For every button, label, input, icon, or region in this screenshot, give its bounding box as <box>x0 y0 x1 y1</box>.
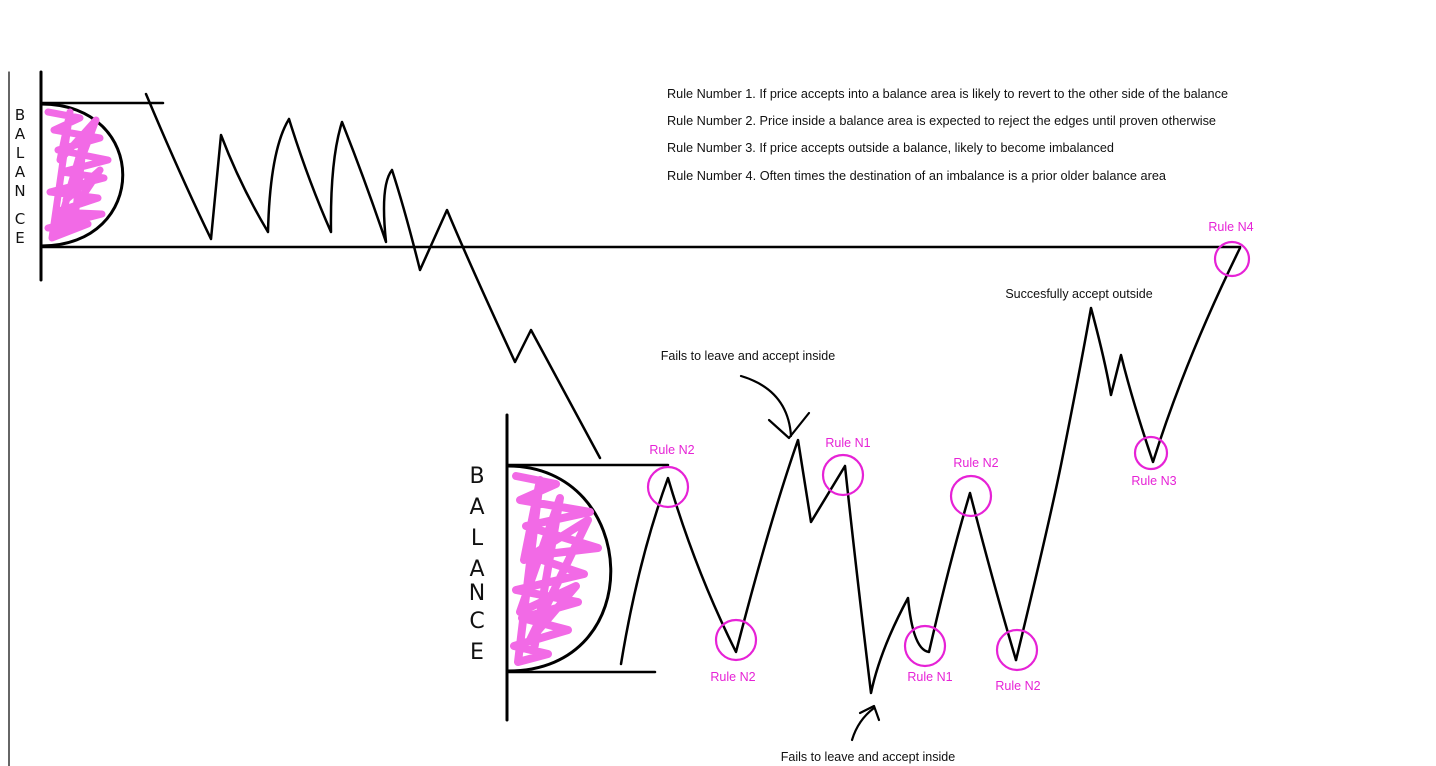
rule-n1-circle <box>903 624 947 668</box>
rule-n2-circle <box>714 618 758 662</box>
rule-line: Rule Number 2. Price inside a balance ar… <box>667 113 1216 128</box>
bottom-balance-letter: E <box>470 640 484 665</box>
fails-bottom-arrow-curve <box>850 706 876 742</box>
rule-line: Rule Number 3. If price accepts outside … <box>667 140 1114 155</box>
top-balance-letter: C <box>15 210 25 228</box>
bottom-balance-letter: B <box>469 464 484 489</box>
rule-n2-circle <box>949 474 993 518</box>
top-volume-scribble <box>44 108 112 242</box>
top-balance-letter: B <box>15 106 25 124</box>
top-balance-label: B A L A N C E <box>14 106 25 247</box>
top-balance-area: B A L A N C E <box>14 70 1242 282</box>
price-path-bottom-right <box>1014 246 1242 662</box>
bottom-balance-letter: A <box>469 557 484 582</box>
rules-list: Rule Number 1. If price accepts into a b… <box>667 86 1228 183</box>
top-volume-profile <box>39 102 125 248</box>
bottom-balance-letter: C <box>469 609 484 634</box>
rule-tag: Rule N4 <box>1208 220 1253 234</box>
price-path-top <box>144 92 602 460</box>
rule-tag: Rule N3 <box>1131 474 1176 488</box>
rule-tag: Rule N2 <box>649 443 694 457</box>
top-balance-letter: A <box>15 163 26 181</box>
price-path-bottom-left <box>619 438 1018 695</box>
success-annotation: Succesfully accept outside <box>1005 287 1152 301</box>
rule-n2-circle <box>646 465 690 509</box>
bottom-balance-letter: L <box>471 526 484 551</box>
fails-top-arrow-curve <box>739 374 793 438</box>
top-balance-letter: L <box>16 144 25 162</box>
rule-n3-circle <box>1133 435 1169 471</box>
top-balance-letter: N <box>14 182 25 200</box>
rule-tag: Rule N1 <box>825 436 870 450</box>
bottom-volume-profile <box>506 464 613 673</box>
rule-n4-circle <box>1213 240 1251 278</box>
fails-top-annotation: Fails to leave and accept inside <box>661 349 835 363</box>
top-balance-letter: A <box>15 125 26 143</box>
bottom-balance-letter: A <box>469 495 484 520</box>
rule-tag: Rule N2 <box>953 456 998 470</box>
bottom-balance-area: B A L A N C E <box>469 413 670 722</box>
rule-tag: Rule N1 <box>907 670 952 684</box>
fails-top-arrowhead <box>767 411 811 440</box>
rule-line: Rule Number 4. Often times the destinati… <box>667 168 1167 183</box>
bottom-balance-label: B A L A N C E <box>469 464 485 665</box>
fails-bottom-annotation: Fails to leave and accept inside <box>781 750 955 764</box>
top-balance-letter: E <box>15 229 24 247</box>
bottom-volume-scribble <box>510 472 602 666</box>
rule-line: Rule Number 1. If price accepts into a b… <box>667 86 1228 101</box>
rule-tag: Rule N2 <box>995 679 1040 693</box>
rule-n1-circle <box>821 453 865 497</box>
rule-n2-circle <box>995 628 1039 672</box>
fails-bottom-arrowhead <box>858 704 881 722</box>
bottom-balance-letter: N <box>469 581 485 606</box>
rule-tag: Rule N2 <box>710 670 755 684</box>
